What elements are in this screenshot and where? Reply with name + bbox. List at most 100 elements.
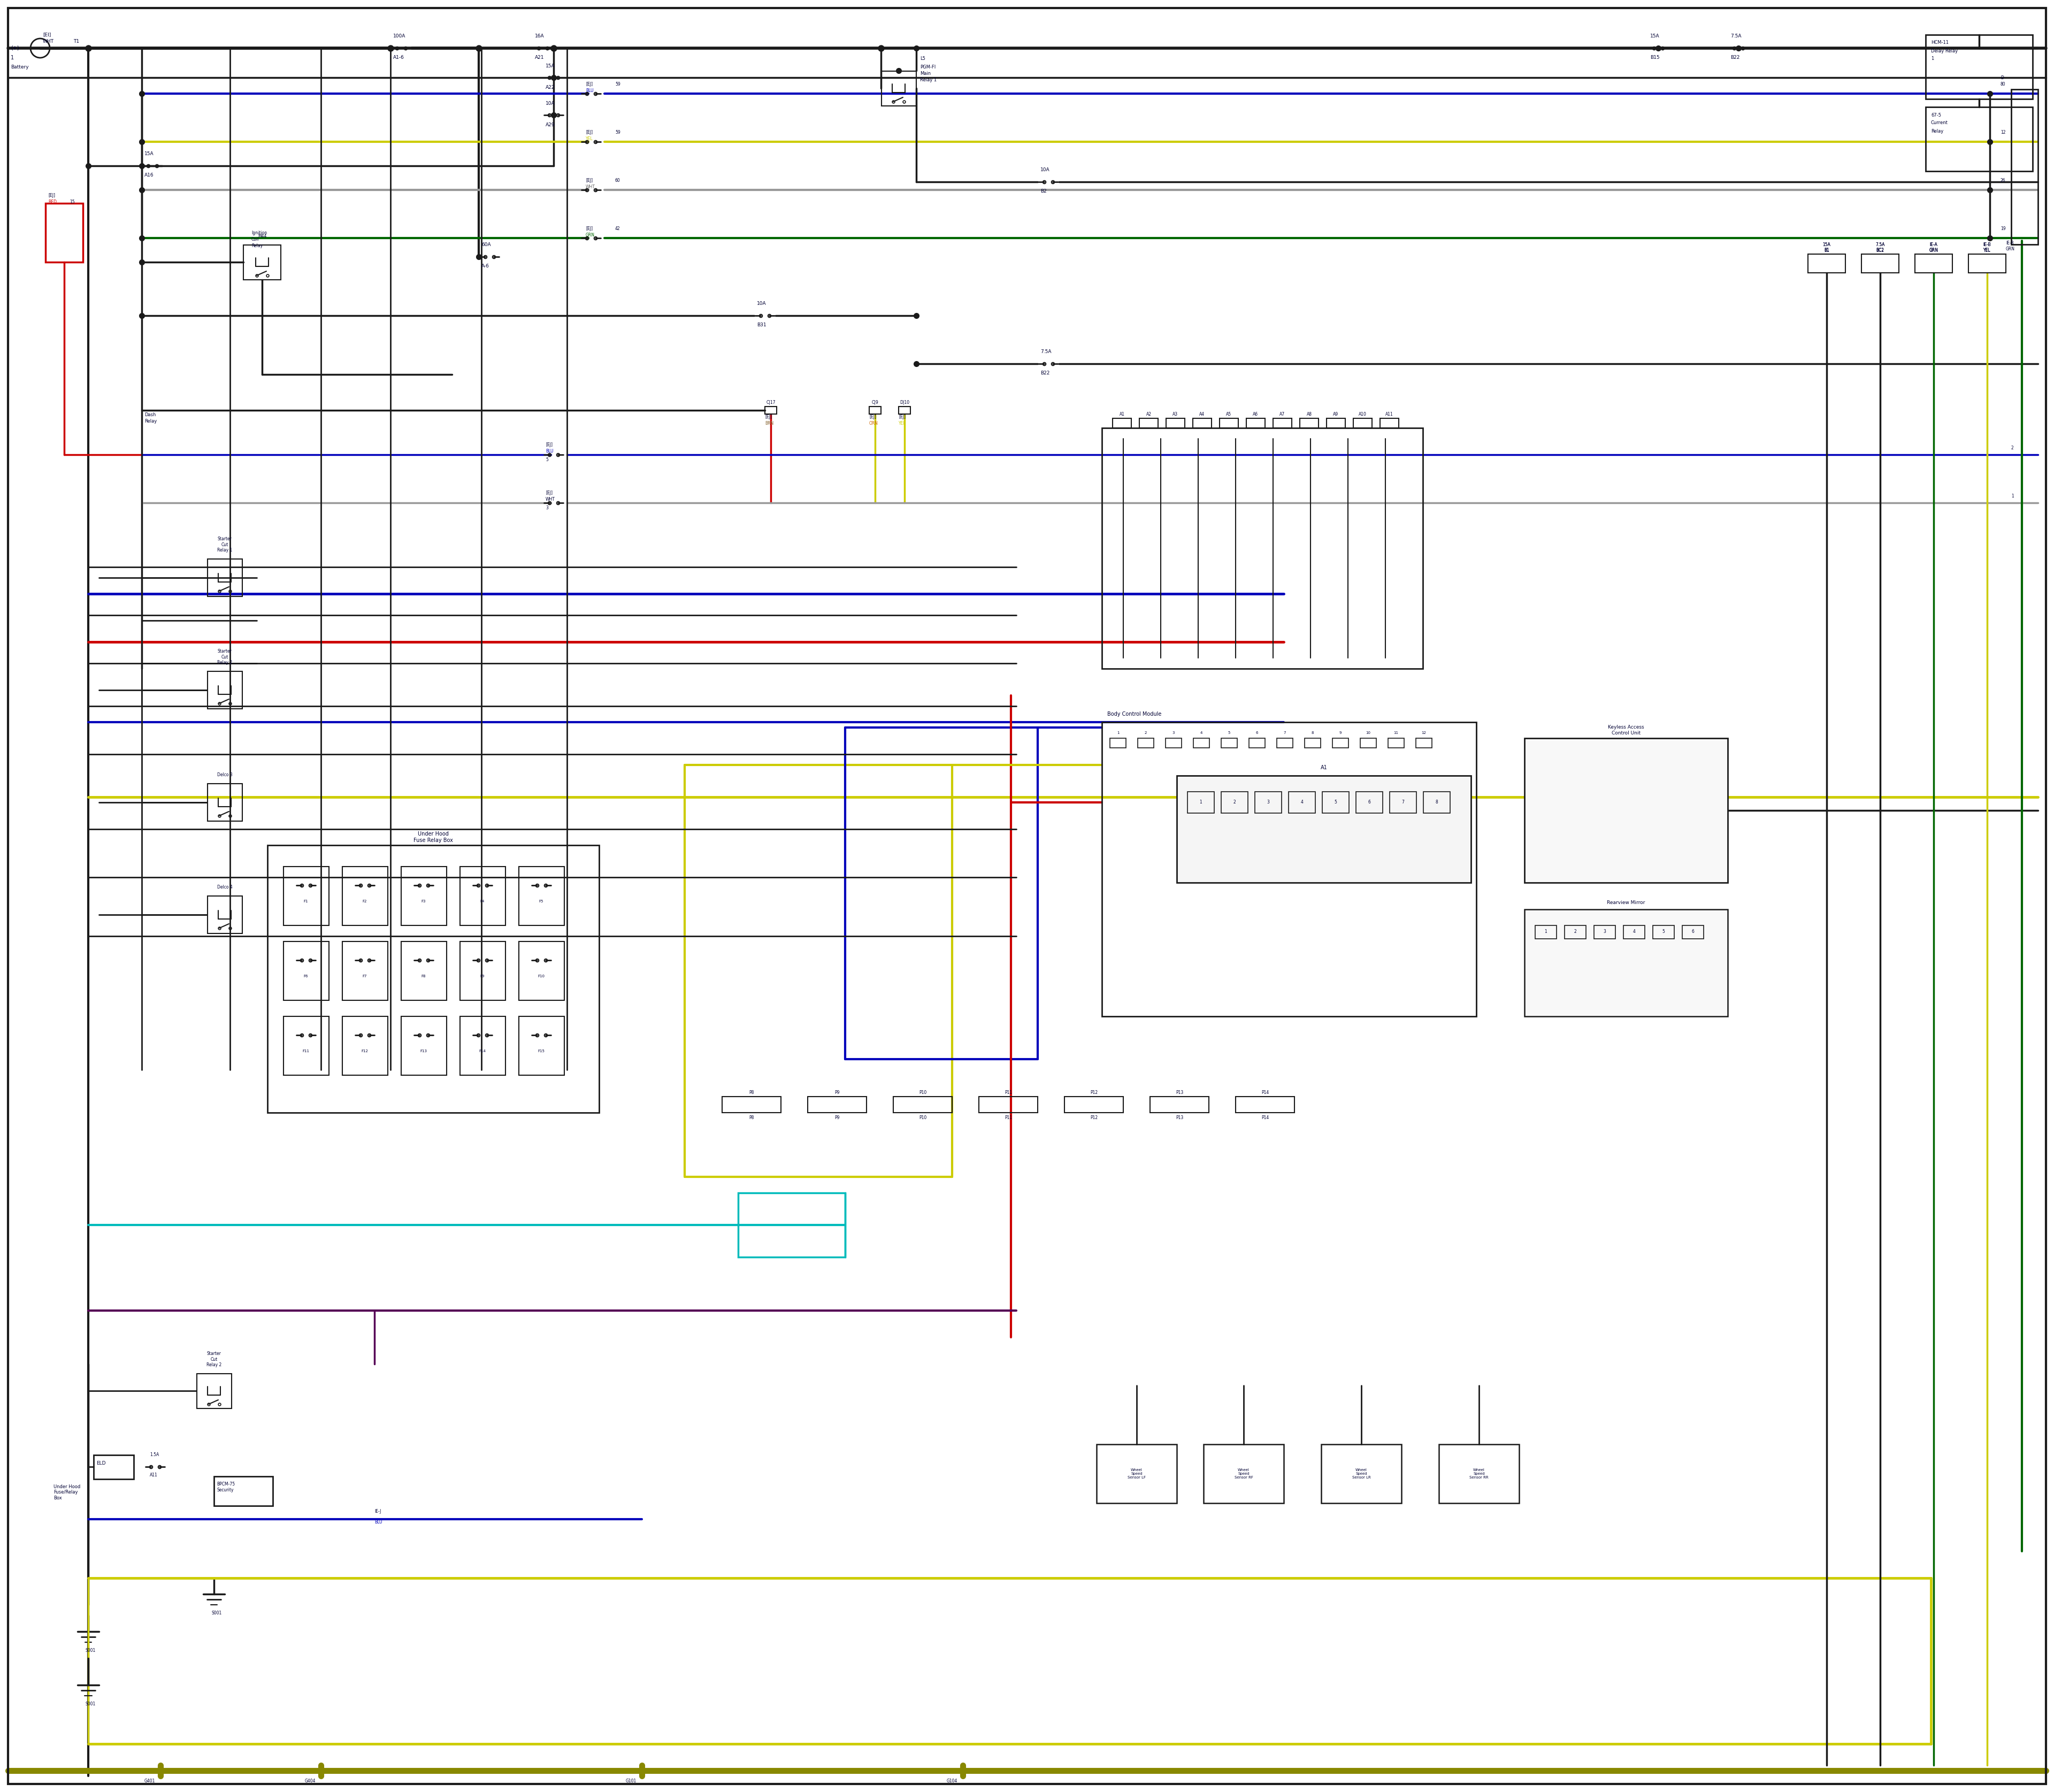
Bar <box>1927 34 2033 99</box>
Text: 42: 42 <box>614 226 620 231</box>
Text: 7.5A: 7.5A <box>1041 349 1052 355</box>
Bar <box>1187 792 1214 814</box>
Text: BLU: BLU <box>585 88 594 93</box>
Text: A4: A4 <box>1200 412 1206 418</box>
Text: F8: F8 <box>421 975 425 978</box>
Text: 4: 4 <box>1633 930 1635 934</box>
Text: 15A: 15A <box>144 152 154 156</box>
Bar <box>1150 1097 1210 1113</box>
Text: F6: F6 <box>304 975 308 978</box>
Text: A1: A1 <box>1119 412 1126 418</box>
Bar <box>1360 738 1376 747</box>
Bar <box>1524 909 1727 1016</box>
Bar <box>869 407 881 414</box>
Bar <box>1440 1444 1520 1503</box>
Text: 8: 8 <box>1436 799 1438 805</box>
Text: A6: A6 <box>1253 412 1259 418</box>
Text: Starter
Cut
Relay 2: Starter Cut Relay 2 <box>218 649 232 665</box>
Text: P14: P14 <box>1261 1090 1269 1095</box>
Text: A7: A7 <box>1280 412 1286 418</box>
Text: C|17: C|17 <box>766 400 776 405</box>
Text: Rearview Mirror: Rearview Mirror <box>1606 901 1645 905</box>
Bar <box>343 867 388 925</box>
Text: G104: G104 <box>947 1779 957 1783</box>
Bar <box>1914 254 1953 272</box>
Bar <box>460 1016 505 1075</box>
Text: Relay: Relay <box>251 244 263 247</box>
Text: P13: P13 <box>1175 1116 1183 1120</box>
Text: 15: 15 <box>70 199 74 204</box>
Text: 3: 3 <box>1267 799 1269 805</box>
Text: 1: 1 <box>2011 495 2013 498</box>
Text: 67-5: 67-5 <box>1931 113 1941 118</box>
Text: IE-B
YEL: IE-B YEL <box>1984 242 1990 253</box>
Bar <box>1300 418 1319 428</box>
Text: 6: 6 <box>1368 799 1370 805</box>
Text: 15A: 15A <box>1649 34 1660 39</box>
Bar <box>343 1016 388 1075</box>
Text: WHT: WHT <box>585 185 596 190</box>
Text: 7.5A: 7.5A <box>1729 34 1742 39</box>
Bar <box>283 867 329 925</box>
Text: A29: A29 <box>546 122 555 127</box>
Text: Main: Main <box>920 72 930 75</box>
Text: P12: P12 <box>1091 1090 1097 1095</box>
Text: 9: 9 <box>1339 731 1341 735</box>
Text: F14: F14 <box>479 1050 487 1052</box>
Text: 5: 5 <box>1228 731 1230 735</box>
Bar <box>1101 722 1477 1016</box>
Bar <box>1222 792 1249 814</box>
Bar <box>1140 418 1158 428</box>
Text: GRN: GRN <box>585 233 596 237</box>
Bar <box>1623 925 1645 939</box>
Bar <box>1177 776 1471 883</box>
Text: BLU: BLU <box>546 450 553 453</box>
Bar <box>343 941 388 1000</box>
Text: F5: F5 <box>538 900 544 903</box>
Bar <box>1391 792 1417 814</box>
Text: [EJ]: [EJ] <box>546 443 553 448</box>
Text: 15A: 15A <box>546 63 555 68</box>
Text: 6: 6 <box>1692 930 1695 934</box>
Text: B15: B15 <box>1649 56 1660 61</box>
Text: 2: 2 <box>1573 930 1577 934</box>
Text: P9: P9 <box>834 1090 840 1095</box>
Bar <box>1415 738 1432 747</box>
Text: A3: A3 <box>1173 412 1179 418</box>
Text: Ignition: Ignition <box>251 231 267 235</box>
Bar <box>520 867 565 925</box>
Text: Delco 3: Delco 3 <box>218 772 232 778</box>
Bar <box>1327 418 1345 428</box>
Text: BLU: BLU <box>374 1520 382 1525</box>
Text: Wheel
Speed
Sensor RF: Wheel Speed Sensor RF <box>1234 1468 1253 1478</box>
Text: 7.5A
BC2: 7.5A BC2 <box>1875 242 1886 253</box>
Text: P8: P8 <box>750 1116 754 1120</box>
Text: YEL: YEL <box>900 421 906 426</box>
Text: Starter
Cut
Relay 2: Starter Cut Relay 2 <box>205 1351 222 1367</box>
Text: 6: 6 <box>1255 731 1259 735</box>
Bar <box>1565 925 1586 939</box>
Text: Delay Relay: Delay Relay <box>1931 48 1957 54</box>
Bar <box>1193 738 1210 747</box>
Text: A10: A10 <box>1358 412 1366 418</box>
Bar <box>1524 738 1727 883</box>
Text: 59: 59 <box>614 129 620 134</box>
Text: G401: G401 <box>144 1779 156 1783</box>
Bar <box>401 941 446 1000</box>
Text: [EJ]: [EJ] <box>546 491 553 496</box>
Text: 15A
B1: 15A B1 <box>1822 242 1830 253</box>
Bar <box>1249 738 1265 747</box>
Bar <box>1109 738 1126 747</box>
Text: G404: G404 <box>304 1779 316 1783</box>
Text: P10: P10 <box>918 1116 926 1120</box>
Bar <box>980 1097 1037 1113</box>
Bar <box>197 1374 232 1409</box>
Text: M44: M44 <box>257 233 267 238</box>
Bar <box>1113 418 1132 428</box>
Bar <box>1193 418 1212 428</box>
Text: 80: 80 <box>2001 82 2005 86</box>
Text: [EJ]: [EJ] <box>764 414 772 419</box>
Text: 1.5A: 1.5A <box>150 1453 158 1457</box>
Text: A9: A9 <box>1333 412 1339 418</box>
Bar <box>1808 254 1844 272</box>
